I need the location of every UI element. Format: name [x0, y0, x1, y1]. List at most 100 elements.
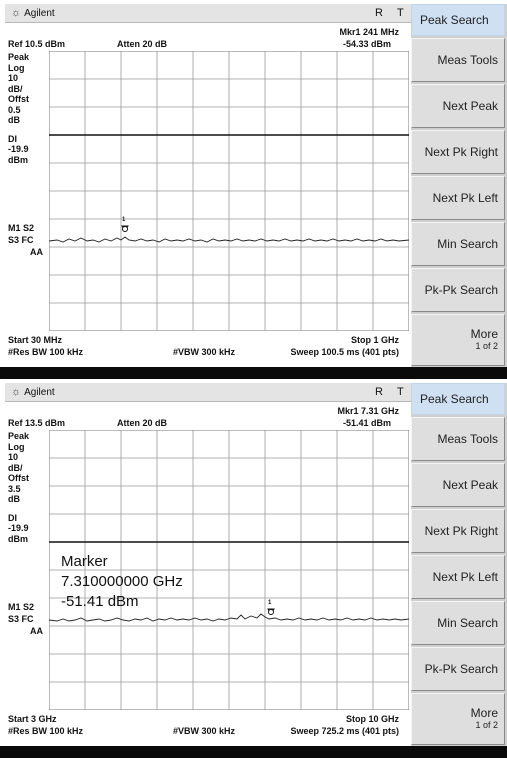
analyzer-screen-1: ☼ Agilent R T Ref 10.5 dBm Atten 20 dB Mk…: [0, 4, 507, 379]
spectrum-graticule: 1: [49, 430, 409, 710]
softkey-min-search[interactable]: Min Search: [411, 601, 505, 645]
mode-labels: M1 S2 S3 FC AA: [8, 601, 43, 637]
indicator-t: T: [397, 386, 404, 398]
softkey-meas-tools[interactable]: Meas Tools: [411, 417, 505, 461]
label-offset: Offst: [8, 473, 29, 483]
softkey-more[interactable]: More 1 of 2: [411, 314, 505, 366]
marker-1: 1: [267, 600, 275, 615]
title-bar: ☼ Agilent R T: [5, 4, 411, 23]
marker-info-title: Marker: [61, 553, 108, 570]
label-offset-value: 0.5: [8, 104, 21, 115]
sweep-time: Sweep 100.5 ms (401 pts): [290, 347, 399, 357]
label-scale-unit: dB/: [8, 462, 23, 473]
brand-name: Agilent: [24, 8, 55, 19]
start-frequency: Start 3 GHz: [8, 714, 57, 724]
ref-level: Ref 10.5 dBm: [8, 39, 66, 49]
indicator-t: T: [397, 7, 404, 19]
softkey-panel: Peak Search Meas Tools Next Peak Next Pk…: [411, 4, 507, 367]
label-offset-unit: dB: [8, 494, 20, 504]
label-display-line-value: -19.9: [8, 144, 29, 154]
spectrum-display: Ref 13.5 dBm Atten 20 dB Mkr1 7.31 GHz -…: [5, 402, 411, 746]
marker-1: 1: [121, 217, 129, 232]
graticule-lines: [49, 51, 409, 331]
agilent-spark-icon: ☼: [11, 7, 22, 19]
label-detector: Peak: [8, 52, 30, 62]
indicator-r: R: [375, 386, 383, 398]
softkey-min-search[interactable]: Min Search: [411, 222, 505, 266]
label-mode-2: S3 FC: [8, 614, 34, 624]
resolution-bandwidth: #Res BW 100 kHz: [8, 726, 84, 736]
softkey-more[interactable]: More 1 of 2: [411, 693, 505, 745]
label-offset-unit: dB: [8, 115, 20, 125]
marker-readout-amp: -51.41 dBm: [342, 418, 391, 428]
svg-text:1: 1: [268, 600, 272, 606]
label-mode-3: AA: [30, 247, 43, 257]
label-display-line: DI: [8, 133, 17, 144]
label-scale-value: 10: [8, 73, 19, 83]
svg-text:1: 1: [122, 217, 126, 223]
sweep-time: Sweep 725.2 ms (401 pts): [290, 726, 399, 736]
brand-logo: ☼ Agilent: [11, 386, 55, 398]
label-mode-1: M1 S2: [8, 602, 35, 612]
analyzer-screen-2: ☼ Agilent R T Ref 13.5 dBm Atten 20 dB Mk…: [0, 379, 507, 758]
spectrum-display: Ref 10.5 dBm Atten 20 dB Mkr1 241 MHz -5…: [5, 23, 411, 367]
label-scale-type: Log: [8, 62, 25, 73]
marker-readout-amp: -54.33 dBm: [342, 39, 391, 49]
video-bandwidth: #VBW 300 kHz: [173, 726, 236, 736]
indicator-r: R: [375, 7, 383, 19]
label-display-line-unit: dBm: [8, 154, 28, 165]
trace: [49, 613, 409, 622]
softkey-next-peak[interactable]: Next Peak: [411, 84, 505, 128]
start-frequency: Start 30 MHz: [8, 335, 63, 345]
attenuation: Atten 20 dB: [117, 39, 168, 49]
label-mode-3: AA: [30, 626, 43, 636]
softkey-next-pk-left[interactable]: Next Pk Left: [411, 555, 505, 599]
softkey-pk-pk-search[interactable]: Pk-Pk Search: [411, 268, 505, 312]
resolution-bandwidth: #Res BW 100 kHz: [8, 347, 84, 357]
marker-readout-freq: Mkr1 241 MHz: [339, 27, 399, 37]
label-mode-2: S3 FC: [8, 235, 34, 245]
label-mode-1: M1 S2: [8, 223, 35, 233]
softkey-more-page: 1 of 2: [475, 341, 498, 351]
trace: [49, 236, 409, 243]
label-display-line-unit: dBm: [8, 533, 28, 544]
brand-name: Agilent: [24, 387, 55, 398]
attenuation: Atten 20 dB: [117, 418, 168, 428]
stop-frequency: Stop 1 GHz: [350, 335, 399, 345]
label-offset-value: 3.5: [8, 483, 21, 494]
softkey-more-label: More: [470, 327, 498, 341]
scale-labels: Peak Log 10 dB/ Offst 3.5 dB DI -19.9 dB…: [8, 431, 29, 544]
softkey-next-pk-right[interactable]: Next Pk Right: [411, 130, 505, 174]
softkey-more-page: 1 of 2: [475, 720, 498, 730]
label-display-line-value: -19.9: [8, 523, 29, 533]
softkey-pk-pk-search[interactable]: Pk-Pk Search: [411, 647, 505, 691]
label-offset: Offst: [8, 94, 29, 104]
scale-labels: Peak Log 10 dB/ Offst 0.5 dB DI -19.9 dB…: [8, 52, 29, 165]
stop-frequency: Stop 10 GHz: [345, 714, 399, 724]
label-scale-type: Log: [8, 441, 25, 452]
marker-info-frequency: 7.310000000 GHz: [61, 573, 183, 590]
agilent-spark-icon: ☼: [11, 386, 22, 398]
screen-bottom-bar: [0, 746, 507, 758]
softkey-next-pk-left[interactable]: Next Pk Left: [411, 176, 505, 220]
softkey-next-pk-right[interactable]: Next Pk Right: [411, 509, 505, 553]
softkey-menu-title: Peak Search: [411, 383, 505, 415]
label-scale-value: 10: [8, 452, 19, 462]
video-bandwidth: #VBW 300 kHz: [173, 347, 236, 357]
softkey-meas-tools[interactable]: Meas Tools: [411, 38, 505, 82]
screen-divider-bar: [0, 367, 507, 379]
ref-level: Ref 13.5 dBm: [8, 418, 66, 428]
title-bar: ☼ Agilent R T: [5, 383, 411, 402]
softkey-more-label: More: [470, 706, 498, 720]
softkey-menu-title: Peak Search: [411, 4, 505, 36]
softkey-panel: Peak Search Meas Tools Next Peak Next Pk…: [411, 383, 507, 746]
marker-readout-freq: Mkr1 7.31 GHz: [337, 406, 399, 416]
softkey-next-peak[interactable]: Next Peak: [411, 463, 505, 507]
marker-info-box: Marker 7.310000000 GHz -51.41 dBm: [61, 552, 183, 612]
label-detector: Peak: [8, 431, 30, 441]
marker-info-amplitude: -51.41 dBm: [61, 593, 139, 610]
brand-logo: ☼ Agilent: [11, 7, 55, 19]
label-display-line: DI: [8, 512, 17, 523]
graticule-lines: [49, 430, 409, 710]
mode-labels: M1 S2 S3 FC AA: [8, 222, 43, 258]
